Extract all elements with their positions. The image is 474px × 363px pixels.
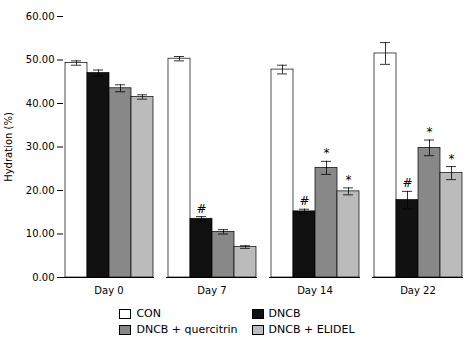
svg-text:*: * (449, 152, 455, 166)
svg-text:Day 0: Day 0 (94, 285, 123, 296)
svg-text:#: # (299, 194, 309, 208)
svg-text:40.00: 40.00 (26, 98, 55, 109)
svg-text:*: * (427, 125, 433, 139)
svg-text:Day 22: Day 22 (400, 285, 436, 296)
svg-text:Hydration (%): Hydration (%) (3, 112, 14, 182)
html-text:DNCB + ELIDEL: DNCB + ELIDEL (268, 323, 355, 336)
svg-text:#: # (196, 202, 206, 216)
svg-text:*: * (346, 173, 352, 187)
svg-text:20.00: 20.00 (26, 185, 55, 196)
svg-text:10.00: 10.00 (26, 228, 55, 239)
html-text:DNCB + quercitrin: DNCB + quercitrin (136, 323, 238, 336)
svg-text:*: * (324, 146, 330, 160)
html-text:CON: CON (136, 307, 161, 320)
html-text:DNCB: DNCB (268, 307, 301, 320)
svg-text:30.00: 30.00 (26, 141, 55, 152)
svg-text:Day 7: Day 7 (197, 285, 226, 296)
svg-text:50.00: 50.00 (26, 54, 55, 65)
svg-text:0.00: 0.00 (32, 272, 54, 283)
svg-text:Day 14: Day 14 (297, 285, 333, 296)
svg-text:#: # (402, 176, 412, 190)
svg-text:60.00: 60.00 (26, 11, 55, 22)
